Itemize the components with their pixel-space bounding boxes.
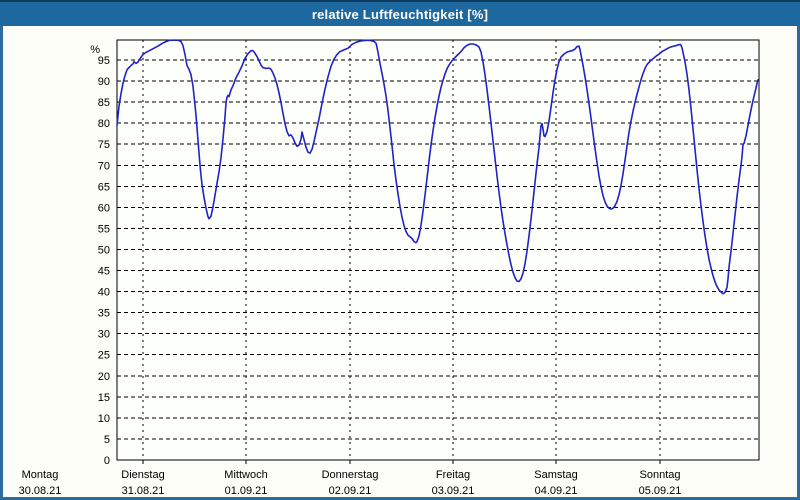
window-title: relative Luftfeuchtigkeit [%] (311, 6, 489, 22)
chart-content-area (3, 26, 797, 497)
window-titlebar: relative Luftfeuchtigkeit [%] (0, 0, 800, 26)
